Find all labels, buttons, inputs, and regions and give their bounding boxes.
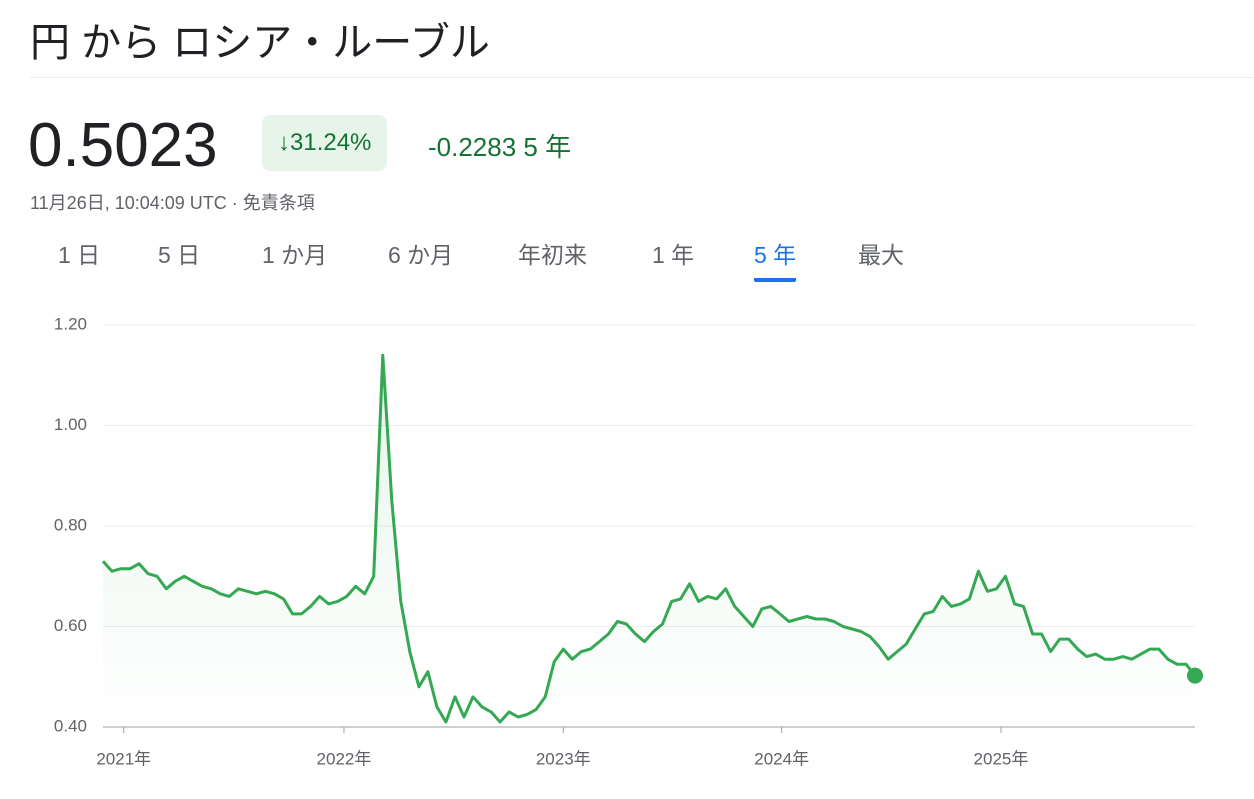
range-tab[interactable]: 1 年 bbox=[652, 242, 695, 268]
range-tab[interactable]: 年初来 bbox=[518, 242, 587, 268]
timestamp: 11月26日, 10:04:09 UTC · 免責条項 bbox=[30, 193, 315, 213]
title: 円 から ロシア・ルーブル bbox=[30, 21, 490, 65]
range-tab[interactable]: 5 日 bbox=[158, 242, 201, 268]
period: 5 年 bbox=[523, 132, 572, 162]
separator bbox=[30, 77, 1254, 78]
x-tick-label: 2023年 bbox=[536, 749, 591, 768]
range-tab[interactable]: 6 か月 bbox=[388, 242, 454, 268]
range-tab[interactable]: 1 か月 bbox=[262, 242, 328, 268]
x-tick-label: 2025年 bbox=[974, 749, 1029, 768]
end-point bbox=[1187, 667, 1203, 684]
y-tick-label: 0.40 bbox=[54, 716, 87, 735]
line bbox=[101, 353, 1197, 724]
range-tab[interactable]: 最大 bbox=[858, 242, 904, 268]
range-tab[interactable]: 5 年 bbox=[754, 236, 797, 282]
y-tick-label: 1.00 bbox=[54, 415, 87, 434]
y-tick-label: 1.20 bbox=[54, 314, 87, 333]
y-tick-label: 0.80 bbox=[54, 515, 87, 534]
disclaimer[interactable]: 免責条項 bbox=[242, 193, 315, 213]
price: 0.5023 bbox=[28, 111, 218, 180]
area bbox=[103, 355, 1195, 727]
change: -0.2283 5 年 bbox=[428, 127, 571, 164]
time: 11月26日, 10:04:09 UTC bbox=[30, 193, 227, 213]
range-tab[interactable]: 1 日 bbox=[58, 242, 101, 268]
x-tick-label: 2021年 bbox=[96, 749, 151, 768]
y-tick-label: 0.60 bbox=[54, 616, 87, 635]
change-badge: ↓31.24% bbox=[262, 115, 388, 171]
x-tick-label: 2022年 bbox=[317, 749, 372, 768]
change-value: -0.2283 bbox=[428, 132, 517, 162]
x-tick-label: 2024年 bbox=[754, 749, 809, 768]
change-percent: 31.24% bbox=[290, 129, 372, 156]
